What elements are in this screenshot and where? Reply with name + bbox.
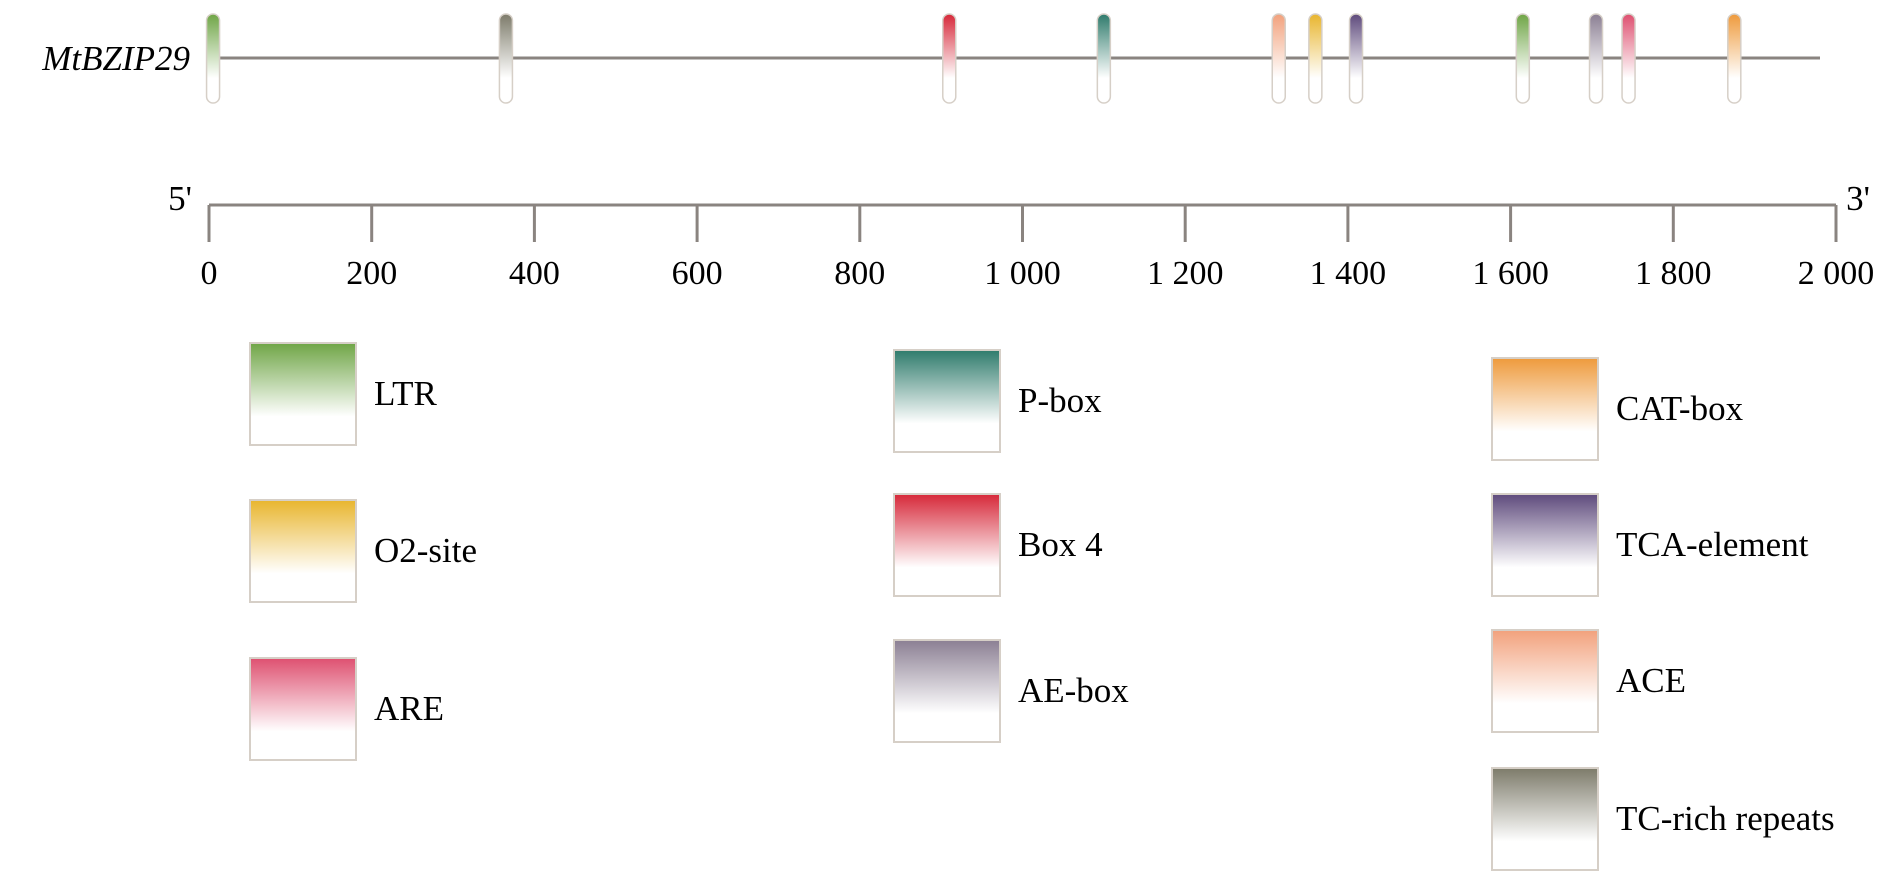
legend-swatch-ae-box (893, 639, 1001, 743)
legend-label-box-4: Box 4 (1018, 525, 1103, 564)
legend-label-ace: ACE (1616, 661, 1686, 700)
site-marker-ltr (205, 13, 221, 104)
legend-label-p-box: P-box (1018, 381, 1102, 420)
site-marker-ae-box (1588, 13, 1604, 104)
legend-swatch-box-4 (893, 493, 1001, 597)
legend-label-ltr: LTR (374, 374, 438, 413)
axis-tick-label: 800 (834, 255, 885, 292)
legend-swatch-cat-box (1491, 357, 1599, 461)
axis-tick-label: 600 (672, 255, 723, 292)
three-prime-label: 3' (1846, 179, 1870, 218)
five-prime-label: 5' (168, 179, 192, 218)
legend-label-o2-site: O2-site (374, 531, 477, 570)
axis-tick-label: 0 (201, 255, 218, 292)
legend-label-cat-box: CAT-box (1616, 389, 1744, 428)
legend-swatch-tc-rich-repeats (1491, 767, 1599, 871)
axis-tick-label: 1 200 (1147, 255, 1224, 292)
legend-swatch-are (249, 657, 357, 761)
axis-tick-label: 1 000 (984, 255, 1061, 292)
axis-tick-label: 2 000 (1798, 255, 1875, 292)
axis-tick-label: 400 (509, 255, 560, 292)
legend: LTR O2-site ARE P-box Box 4 AE-box CAT-box TCA-… (249, 342, 1835, 871)
site-marker-tca-element (1348, 13, 1364, 104)
site-marker-box-4 (942, 13, 957, 104)
site-marker-ace (1271, 13, 1287, 104)
scale-ticks: 0 200 400 600 800 1 000 1 200 1 400 1 600 1 800 2 … (201, 205, 1875, 292)
site-marker-p-box (1096, 13, 1112, 104)
axis-tick-label: 1 800 (1635, 255, 1712, 292)
legend-swatch-p-box (893, 349, 1001, 453)
gene-name-label: MtBZIP29 (41, 39, 190, 78)
axis-tick-label: 1 600 (1472, 255, 1549, 292)
site-marker-are (1621, 13, 1636, 104)
axis-tick-label: 200 (346, 255, 397, 292)
legend-swatch-ltr (249, 342, 357, 446)
cis-element-sites (205, 13, 1742, 104)
site-marker-tc-rich-repeats (498, 13, 514, 104)
legend-swatch-ace (1491, 629, 1599, 733)
legend-label-tca-element: TCA-element (1616, 525, 1809, 564)
legend-label-ae-box: AE-box (1018, 671, 1129, 710)
legend-label-tc-rich-repeats: TC-rich repeats (1616, 799, 1835, 838)
legend-swatch-tca-element (1491, 493, 1599, 597)
axis-tick-label: 1 400 (1310, 255, 1387, 292)
site-marker-cat-box (1727, 13, 1742, 104)
site-marker-ltr (1515, 13, 1531, 104)
legend-label-are: ARE (374, 689, 444, 728)
site-marker-o2-site (1308, 13, 1323, 104)
legend-swatch-o2-site (249, 499, 357, 603)
